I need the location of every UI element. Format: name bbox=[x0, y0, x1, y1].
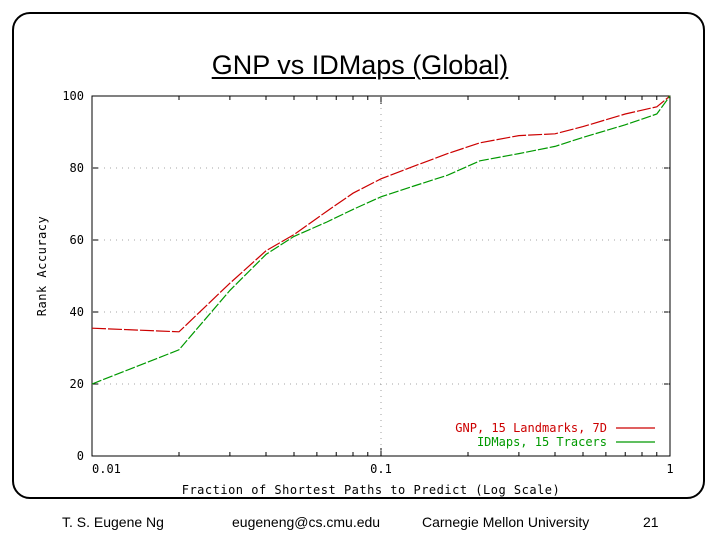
series-line-idmaps bbox=[91, 95, 671, 385]
y-tick-label: 100 bbox=[62, 89, 84, 103]
legend-label: IDMaps, 15 Tracers bbox=[477, 435, 607, 449]
y-tick-label: 80 bbox=[70, 161, 84, 175]
y-tick-label: 20 bbox=[70, 377, 84, 391]
y-tick-label: 0 bbox=[77, 449, 84, 463]
footer-email: eugeneng@cs.cmu.edu bbox=[232, 514, 381, 530]
slide-title: GNP vs IDMaps (Global) bbox=[211, 50, 509, 80]
x-tick-label: 0.01 bbox=[92, 462, 121, 476]
y-tick-label: 40 bbox=[70, 305, 84, 319]
footer-page-number: 21 bbox=[643, 514, 659, 530]
series-line-gnp bbox=[91, 95, 671, 333]
footer-author: T. S. Eugene Ng bbox=[62, 514, 164, 530]
y-axis-label: Rank Accuracy bbox=[35, 216, 49, 316]
legend-label: GNP, 15 Landmarks, 7D bbox=[455, 421, 607, 435]
slide-frame bbox=[12, 12, 705, 499]
y-tick-label: 60 bbox=[70, 233, 84, 247]
x-tick-label: 0.1 bbox=[370, 462, 392, 476]
x-axis-label: Fraction of Shortest Paths to Predict (L… bbox=[182, 483, 561, 497]
x-tick-label: 1 bbox=[666, 462, 673, 476]
footer-org: Carnegie Mellon University bbox=[422, 514, 590, 530]
